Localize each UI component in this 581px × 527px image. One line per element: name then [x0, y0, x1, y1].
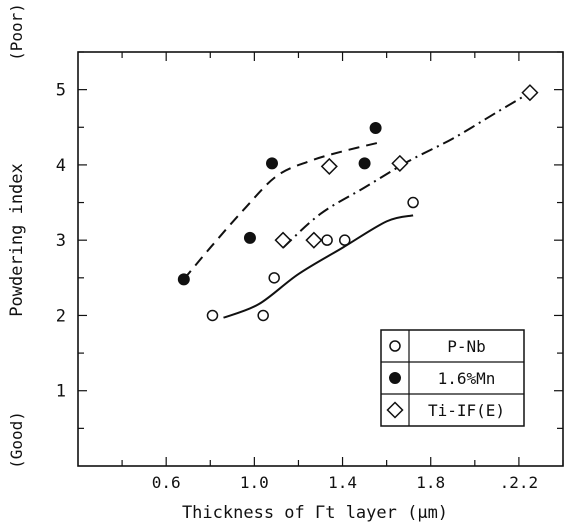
data-point-series-2 [391, 154, 409, 172]
y-axis-label: Powdering index [7, 163, 27, 317]
data-point-series-1 [243, 231, 256, 244]
y-tick-label: 3 [56, 231, 66, 251]
data-point-series-2 [521, 84, 539, 102]
data-point-series-2 [274, 231, 292, 249]
y-tick-label: 5 [56, 81, 66, 101]
trend-line-1 [183, 141, 381, 280]
y-tick-label: 2 [56, 306, 66, 326]
x-tick-label: 0.6 [152, 473, 181, 492]
data-point-series-0 [206, 309, 219, 322]
data-point-series-0 [321, 234, 333, 246]
x-tick-label: 1.8 [416, 473, 445, 492]
legend: P-Nb 1.6%Mn Ti-IF(E) [380, 329, 525, 427]
data-point-series-1 [358, 157, 371, 170]
legend-box [380, 329, 525, 427]
legend-marker-1 [389, 372, 401, 384]
data-point-series-1 [369, 122, 382, 135]
y-axis-good-note: (Good) [7, 411, 26, 469]
legend-marker-0 [389, 340, 401, 352]
legend-label-2: Ti-IF(E) [428, 401, 505, 420]
x-axis-label: Thickness of Γt layer (μm) [182, 503, 448, 523]
data-point-series-1 [266, 157, 278, 170]
data-point-series-2 [305, 231, 323, 249]
data-point-series-0 [257, 309, 269, 322]
data-point-series-0 [407, 196, 419, 209]
trend-lines [183, 91, 531, 319]
data-point-series-0 [339, 234, 351, 246]
axis-ticks: 0.6 1.0 1.4 1.8 .2.2 1 2 3 4 5 [56, 51, 564, 492]
legend-label-1: 1.6%Mn [438, 369, 496, 388]
x-tick-label: 1.0 [240, 473, 269, 492]
x-tick-label: .2.2 [500, 473, 539, 492]
y-tick-label: 4 [56, 156, 66, 176]
trend-line-0 [223, 214, 414, 319]
y-axis-poor-note: (Poor) [7, 3, 26, 61]
legend-marker-2 [386, 401, 404, 419]
data-markers [177, 84, 539, 322]
data-point-series-1 [177, 273, 190, 286]
y-tick-label: 1 [56, 382, 66, 402]
plot-border [77, 51, 564, 467]
data-point-series-0 [268, 272, 280, 284]
trend-line-2 [282, 91, 531, 249]
legend-label-0: P-Nb [447, 337, 486, 356]
axis-labels: Thickness of Γt layer (μm) Powdering ind… [7, 3, 448, 523]
plot-frame [77, 51, 564, 467]
x-tick-label: 1.4 [328, 473, 357, 492]
data-point-series-2 [320, 157, 338, 175]
